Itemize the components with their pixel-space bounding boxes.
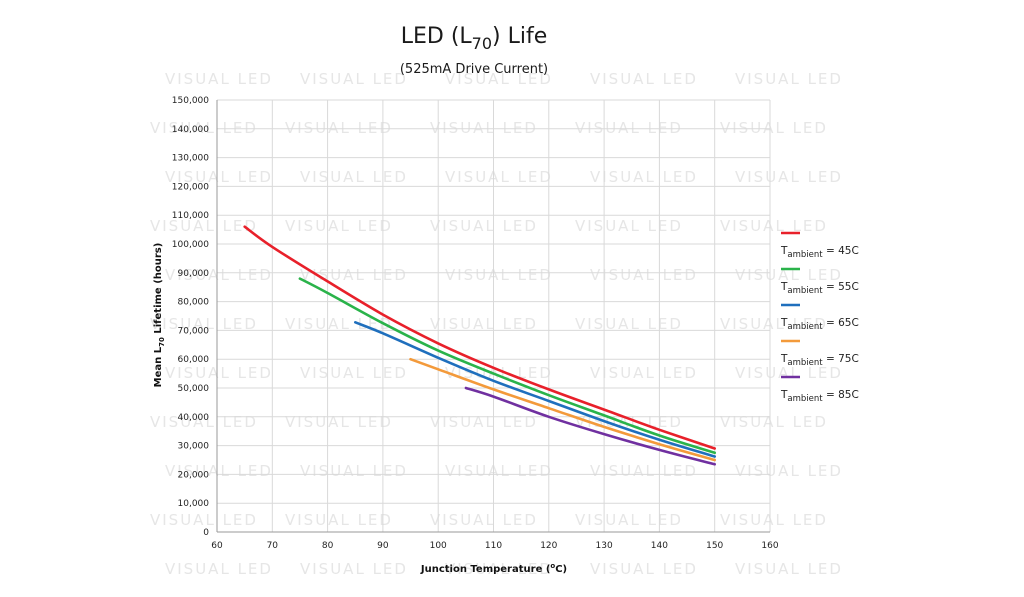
watermark-text: VISUAL LED — [430, 315, 538, 333]
x-tick-label: 80 — [322, 541, 334, 551]
watermark-text: VISUAL LED — [590, 364, 698, 382]
series-line-4 — [409, 357, 716, 462]
watermark-text: VISUAL LED — [445, 266, 553, 284]
watermark-text: VISUAL LED — [150, 511, 258, 529]
watermark-text: VISUAL LED — [165, 364, 273, 382]
y-tick-label: 70,000 — [178, 326, 210, 336]
x-tick-label: 110 — [485, 541, 502, 551]
legend: Tambient = 45C Tambient = 55C Tambient = 6… — [780, 231, 859, 404]
watermark-text: VISUAL LED — [165, 168, 273, 186]
watermark-text: VISUAL LED — [575, 315, 683, 333]
watermark-text: VISUAL LED — [575, 217, 683, 235]
watermark-text: VISUAL LED — [735, 462, 843, 480]
y-tick-label: 140,000 — [172, 125, 209, 135]
x-tick-label: 60 — [211, 541, 223, 551]
y-tick-label: 90,000 — [178, 269, 210, 279]
watermark-text: VISUAL LED — [150, 413, 258, 431]
watermark-text: VISUAL LED — [430, 511, 538, 529]
watermark-text: VISUAL LED — [285, 217, 393, 235]
watermark-text: VISUAL LED — [575, 119, 683, 137]
watermark-text: VISUAL LED — [150, 119, 258, 137]
y-tick-label: 80,000 — [178, 298, 210, 308]
watermark-text: VISUAL LED — [720, 511, 828, 529]
y-tick-label: 0 — [203, 528, 209, 538]
x-tick-label: 90 — [377, 541, 389, 551]
watermark-text: VISUAL LED — [285, 413, 393, 431]
watermark-text: VISUAL LED — [445, 364, 553, 382]
legend-label-5: Tambient = 85C — [780, 389, 859, 404]
watermark-text: VISUAL LED — [445, 70, 553, 88]
chart-title: LED (L70) Life — [401, 24, 548, 53]
watermark-text: VISUAL LED — [285, 511, 393, 529]
watermark-layer: VISUAL LED VISUAL LED VISUAL LED VISUAL LED… — [150, 70, 843, 578]
watermark-text: VISUAL LED — [735, 168, 843, 186]
watermark-text: VISUAL LED — [590, 266, 698, 284]
series-lines — [243, 225, 716, 466]
y-axis-title: Mean L70 Lifetime (hours) — [153, 243, 166, 388]
x-tick-label: 140 — [651, 541, 668, 551]
series-line-3 — [354, 321, 716, 458]
watermark-text: VISUAL LED — [165, 266, 273, 284]
x-tick-label: 130 — [596, 541, 613, 551]
tick-labels: 60 70 80 90 100 110 120 130 140 150 160 0 10,000 20,0… — [172, 96, 779, 551]
x-tick-label: 160 — [761, 541, 778, 551]
y-tick-label: 20,000 — [178, 470, 210, 480]
watermark-text: VISUAL LED — [285, 119, 393, 137]
watermark-text: VISUAL LED — [300, 462, 408, 480]
watermark-text: VISUAL LED — [300, 560, 408, 578]
y-tick-label: 120,000 — [172, 182, 209, 192]
watermark-text: VISUAL LED — [735, 560, 843, 578]
legend-label-1: Tambient = 45C — [780, 245, 859, 260]
y-tick-label: 100,000 — [172, 240, 209, 250]
watermark-text: VISUAL LED — [720, 413, 828, 431]
watermark-text: VISUAL LED — [720, 119, 828, 137]
x-tick-label: 120 — [540, 541, 557, 551]
watermark-text: VISUAL LED — [735, 266, 843, 284]
legend-label-2: Tambient = 55C — [780, 281, 859, 296]
watermark-text: VISUAL LED — [285, 315, 393, 333]
watermark-text: VISUAL LED — [590, 168, 698, 186]
x-axis-title: Junction Temperature (oC) — [420, 562, 567, 575]
series-line-1 — [243, 225, 716, 450]
x-tick-label: 100 — [430, 541, 447, 551]
watermark-text: VISUAL LED — [720, 217, 828, 235]
watermark-text: VISUAL LED — [590, 70, 698, 88]
y-tick-label: 150,000 — [172, 96, 209, 106]
x-tick-label: 150 — [706, 541, 723, 551]
watermark-text: VISUAL LED — [150, 217, 258, 235]
watermark-text: VISUAL LED — [165, 70, 273, 88]
watermark-text: VISUAL LED — [165, 462, 273, 480]
series-line-2 — [298, 277, 716, 455]
watermark-text: VISUAL LED — [575, 511, 683, 529]
y-tick-label: 50,000 — [178, 384, 210, 394]
watermark-text: VISUAL LED — [300, 70, 408, 88]
y-tick-label: 110,000 — [172, 211, 209, 221]
y-tick-label: 60,000 — [178, 355, 210, 365]
watermark-text: VISUAL LED — [445, 560, 553, 578]
legend-label-4: Tambient = 75C — [780, 353, 859, 368]
watermark-text: VISUAL LED — [590, 560, 698, 578]
series-line-5 — [464, 386, 716, 466]
y-tick-label: 130,000 — [172, 154, 209, 164]
y-tick-label: 10,000 — [178, 499, 210, 509]
watermark-text: VISUAL LED — [300, 168, 408, 186]
watermark-text: VISUAL LED — [445, 462, 553, 480]
watermark-text: VISUAL LED — [430, 119, 538, 137]
watermark-text: VISUAL LED — [430, 217, 538, 235]
x-tick-label: 70 — [267, 541, 279, 551]
watermark-text: VISUAL LED — [735, 364, 843, 382]
watermark-text: VISUAL LED — [590, 462, 698, 480]
y-tick-label: 30,000 — [178, 442, 210, 452]
watermark-text: VISUAL LED — [300, 364, 408, 382]
watermark-text: VISUAL LED — [735, 70, 843, 88]
watermark-text: VISUAL LED — [430, 413, 538, 431]
watermark-text: VISUAL LED — [165, 560, 273, 578]
chart-subtitle: (525mA Drive Current) — [400, 62, 548, 77]
watermark-text: VISUAL LED — [445, 168, 553, 186]
watermark-text: VISUAL LED — [150, 315, 258, 333]
watermark-text: VISUAL LED — [720, 315, 828, 333]
y-tick-label: 40,000 — [178, 413, 210, 423]
legend-label-3: Tambient = 65C — [780, 317, 859, 332]
